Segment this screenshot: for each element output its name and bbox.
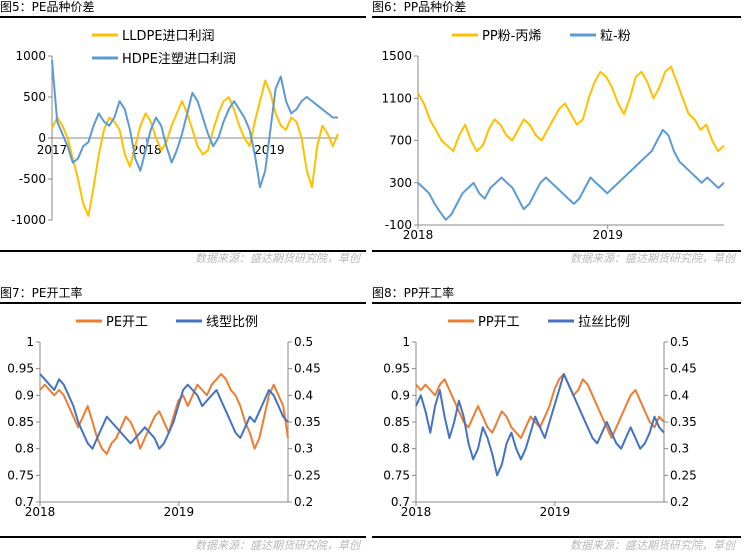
- series-line-2: [415, 373, 665, 477]
- chart-plot-fig8: 0.7 0.75 0.8 0.85 0.9 0.95 1 0.2 0.25 0.3 0.35 0.4 0…: [383, 315, 697, 519]
- y-tick-label: 1000: [15, 49, 46, 63]
- y2-tick-label: 0.35: [294, 415, 321, 429]
- bottom-rule: [372, 250, 741, 252]
- legend-label: PE开工: [106, 315, 148, 330]
- chart-title: 图6：PP品种价差: [372, 0, 467, 14]
- y2-tick-label: 0.35: [670, 415, 697, 429]
- chart-plot-fig7: 0.7 0.75 0.8 0.85 0.9 0.95 1 0.2 0.25 0.3 0.35 0.4 0…: [7, 315, 321, 519]
- x-tick-label: 2018: [25, 505, 56, 519]
- y-tick-label: 0.95: [7, 362, 34, 376]
- y-tick-label: 0.85: [7, 415, 34, 429]
- source-note: 数据来源：盛达期货研究院，草创: [195, 252, 360, 265]
- bottom-rule: [372, 536, 741, 538]
- legend-label: PP粉-丙烯: [482, 29, 541, 44]
- title-rule: [372, 16, 741, 18]
- title-rule: [0, 16, 366, 18]
- series-line-1: [51, 79, 339, 217]
- y2-tick-label: 0.2: [670, 495, 689, 509]
- chart-title: 图7：PE开工率: [0, 286, 83, 300]
- legend-label: 线型比例: [206, 315, 258, 330]
- legend-label: 粒-粉: [600, 29, 631, 44]
- y-tick-label: -100: [385, 218, 412, 232]
- series-line-2: [417, 128, 725, 221]
- chart-panel-fig8: 图8：PP开工率 0.7 0.75 0.8 0.85 0.9 0.95 1 0.2 0.25 0.…: [372, 286, 743, 557]
- x-tick-label: 2019: [592, 228, 623, 242]
- y2-tick-label: 0.4: [294, 388, 313, 402]
- legend-label: LLDPE进口利润: [122, 29, 215, 44]
- series-line-2: [51, 60, 338, 189]
- x-tick-label: 2019: [164, 505, 195, 519]
- y2-tick-label: 0.2: [294, 495, 313, 509]
- y-tick-label: 0: [38, 131, 46, 145]
- series-line-2: [39, 373, 289, 450]
- y-tick-label: -1000: [11, 213, 46, 227]
- y-tick-label: 0.95: [383, 362, 410, 376]
- y2-tick-label: 0.4: [670, 388, 689, 402]
- x-tick-label: 2019: [254, 143, 285, 157]
- source-note: 数据来源：盛达期货研究院，草创: [195, 539, 360, 552]
- chart-panel-fig7: 图7：PE开工率 0.7 0.75 0.8 0.85 0.9 0.95 1 0.2 0.25 0.…: [0, 286, 368, 557]
- y2-tick-label: 0.5: [670, 335, 689, 349]
- y2-tick-label: 0.25: [670, 468, 697, 482]
- chart-title: 图8：PP开工率: [372, 286, 455, 300]
- bottom-rule: [0, 250, 366, 252]
- y-tick-label: 0.9: [15, 388, 34, 402]
- chart-panel-fig6: 图6：PP品种价差 -100 300 700 1100 1500 2018 2019 PP粉-…: [372, 0, 743, 270]
- y-tick-label: 0.85: [383, 415, 410, 429]
- x-tick-label: 2017: [37, 143, 68, 157]
- bottom-rule: [0, 536, 366, 538]
- y-tick-label: -500: [19, 172, 46, 186]
- y-tick-label: 0.9: [391, 388, 410, 402]
- y-tick-label: 700: [389, 134, 412, 148]
- y-tick-label: 500: [23, 90, 46, 104]
- y2-tick-label: 0.45: [294, 362, 321, 376]
- x-tick-label: 2018: [403, 228, 434, 242]
- title-rule: [0, 302, 366, 304]
- y-tick-label: 300: [389, 176, 412, 190]
- source-note: 数据来源：盛达期货研究院，草创: [570, 539, 735, 552]
- x-tick-label: 2018: [401, 505, 432, 519]
- title-rule: [372, 302, 741, 304]
- legend-label: PP开工: [478, 315, 520, 330]
- x-tick-label: 2019: [540, 505, 571, 519]
- legend-label: HDPE注塑进口利润: [122, 52, 236, 67]
- series-line-1: [417, 65, 725, 153]
- legend-label: 拉丝比例: [578, 315, 630, 330]
- chart-panel-fig5: 图5：PE品种价差 -1000 -500 0 500 1000 2017 2018 2019 L…: [0, 0, 368, 270]
- chart-title: 图5：PE品种价差: [0, 0, 95, 14]
- y-tick-label: 0.7: [391, 495, 410, 509]
- y-tick-label: 1100: [381, 91, 412, 105]
- y-tick-label: 0.8: [15, 442, 34, 456]
- y-tick-label: 1: [26, 335, 34, 349]
- y2-tick-label: 0.5: [294, 335, 313, 349]
- y-tick-label: 0.75: [7, 468, 34, 482]
- y2-tick-label: 0.45: [670, 362, 697, 376]
- y-tick-label: 0.75: [383, 468, 410, 482]
- y-tick-label: 1500: [381, 49, 412, 63]
- y2-tick-label: 0.25: [294, 468, 321, 482]
- y-tick-label: 0.8: [391, 442, 410, 456]
- y-tick-label: 1: [402, 335, 410, 349]
- chart-plot-fig6: -100 300 700 1100 1500 2018 2019 PP粉-丙烯 粒-粉: [381, 29, 725, 242]
- y2-tick-label: 0.3: [670, 442, 689, 456]
- source-note: 数据来源：盛达期货研究院，草创: [570, 252, 735, 265]
- y-tick-label: 0.7: [15, 495, 34, 509]
- y2-tick-label: 0.3: [294, 442, 313, 456]
